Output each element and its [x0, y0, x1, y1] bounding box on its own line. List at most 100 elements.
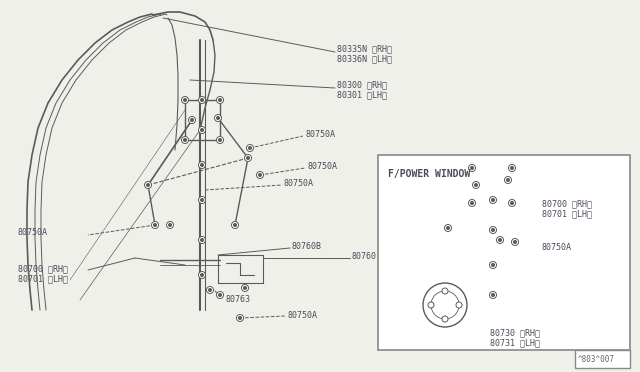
- Text: 80750A: 80750A: [307, 162, 337, 171]
- Circle shape: [189, 116, 195, 124]
- Text: 80760: 80760: [352, 252, 377, 261]
- Circle shape: [198, 161, 205, 169]
- Circle shape: [490, 262, 497, 269]
- Circle shape: [428, 302, 434, 308]
- Circle shape: [248, 147, 252, 150]
- Circle shape: [198, 126, 205, 134]
- Circle shape: [511, 167, 513, 170]
- Circle shape: [246, 144, 253, 151]
- Circle shape: [147, 183, 150, 186]
- Circle shape: [468, 164, 476, 171]
- Circle shape: [509, 199, 515, 206]
- Bar: [378, 155, 630, 350]
- Circle shape: [511, 238, 518, 246]
- Circle shape: [216, 96, 223, 103]
- Text: 80700 〈RH〉: 80700 〈RH〉: [542, 199, 592, 208]
- Text: F/POWER WINDOW: F/POWER WINDOW: [388, 169, 470, 179]
- Circle shape: [198, 196, 205, 203]
- Text: 80750A: 80750A: [287, 311, 317, 320]
- Circle shape: [168, 224, 172, 227]
- Text: 80750A: 80750A: [284, 179, 314, 188]
- Circle shape: [474, 183, 477, 186]
- Circle shape: [200, 164, 204, 167]
- Circle shape: [182, 137, 189, 144]
- Text: 80336N 〈LH〉: 80336N 〈LH〉: [337, 54, 392, 63]
- Circle shape: [472, 182, 479, 189]
- Circle shape: [241, 285, 248, 292]
- Circle shape: [145, 182, 152, 189]
- Circle shape: [244, 154, 252, 161]
- Circle shape: [184, 138, 186, 141]
- Circle shape: [216, 116, 220, 119]
- Circle shape: [154, 224, 157, 227]
- Circle shape: [184, 99, 186, 102]
- Text: 80760B: 80760B: [292, 242, 322, 251]
- Circle shape: [492, 294, 495, 296]
- Circle shape: [232, 221, 239, 228]
- Text: ^803^007: ^803^007: [578, 355, 615, 363]
- Text: 80750A: 80750A: [18, 228, 48, 237]
- Circle shape: [218, 294, 221, 296]
- Text: 80700 〈RH〉: 80700 〈RH〉: [18, 264, 68, 273]
- Circle shape: [218, 99, 221, 102]
- Circle shape: [214, 115, 221, 122]
- Circle shape: [198, 96, 205, 103]
- Circle shape: [207, 286, 214, 294]
- Circle shape: [497, 237, 504, 244]
- Circle shape: [200, 99, 204, 102]
- Circle shape: [182, 96, 189, 103]
- Circle shape: [513, 241, 516, 244]
- Text: 80701 〈LH〉: 80701 〈LH〉: [542, 209, 592, 218]
- Text: 80301 〈LH〉: 80301 〈LH〉: [337, 90, 387, 99]
- Circle shape: [509, 164, 515, 171]
- Circle shape: [200, 199, 204, 202]
- Circle shape: [470, 167, 474, 170]
- Circle shape: [504, 176, 511, 183]
- Circle shape: [243, 286, 246, 289]
- Circle shape: [506, 179, 509, 182]
- Circle shape: [257, 171, 264, 179]
- Text: 80731 〈LH〉: 80731 〈LH〉: [490, 338, 540, 347]
- Circle shape: [431, 291, 459, 319]
- Circle shape: [152, 221, 159, 228]
- Circle shape: [423, 283, 467, 327]
- Circle shape: [234, 224, 237, 227]
- Circle shape: [198, 272, 205, 279]
- Circle shape: [445, 224, 451, 231]
- Circle shape: [511, 202, 513, 205]
- Circle shape: [198, 237, 205, 244]
- Circle shape: [468, 199, 476, 206]
- Circle shape: [200, 128, 204, 131]
- Circle shape: [442, 316, 448, 322]
- Bar: [575, 350, 630, 368]
- Circle shape: [492, 263, 495, 266]
- Text: 80701 〈LH〉: 80701 〈LH〉: [18, 274, 68, 283]
- Circle shape: [499, 238, 502, 241]
- Circle shape: [246, 157, 250, 160]
- Circle shape: [492, 228, 495, 231]
- Circle shape: [166, 221, 173, 228]
- Text: 80750A: 80750A: [542, 243, 572, 252]
- Text: 80730 〈RH〉: 80730 〈RH〉: [490, 328, 540, 337]
- Circle shape: [191, 119, 193, 122]
- Circle shape: [216, 292, 223, 298]
- Circle shape: [239, 317, 241, 320]
- Circle shape: [492, 199, 495, 202]
- Circle shape: [456, 302, 462, 308]
- Circle shape: [200, 273, 204, 276]
- Text: 80750A: 80750A: [305, 130, 335, 139]
- Text: 80335N 〈RH〉: 80335N 〈RH〉: [337, 44, 392, 53]
- Circle shape: [490, 292, 497, 298]
- Text: 80300 〈RH〉: 80300 〈RH〉: [337, 80, 387, 89]
- Circle shape: [470, 202, 474, 205]
- Circle shape: [490, 227, 497, 234]
- Circle shape: [259, 173, 262, 176]
- Circle shape: [447, 227, 449, 230]
- Circle shape: [209, 289, 211, 292]
- Circle shape: [237, 314, 243, 321]
- Circle shape: [200, 238, 204, 241]
- Circle shape: [442, 288, 448, 294]
- Circle shape: [490, 196, 497, 203]
- Text: 80763: 80763: [225, 295, 250, 304]
- Circle shape: [218, 138, 221, 141]
